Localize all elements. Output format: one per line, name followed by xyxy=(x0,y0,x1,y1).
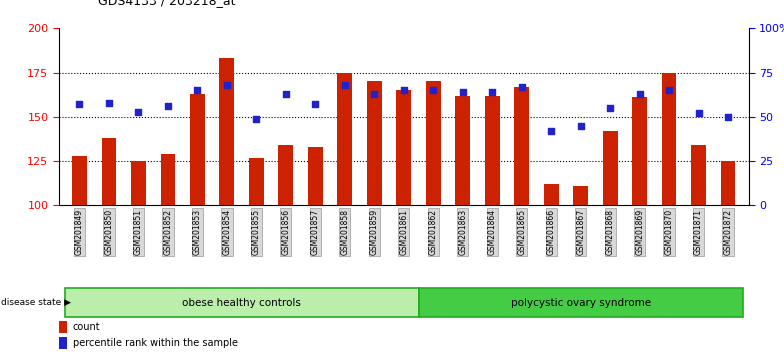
Bar xyxy=(278,145,293,205)
Point xyxy=(250,116,263,121)
Text: GSM201870: GSM201870 xyxy=(665,209,673,255)
Bar xyxy=(220,58,234,205)
Bar xyxy=(720,161,735,205)
Point xyxy=(162,103,174,109)
Text: GSM201850: GSM201850 xyxy=(104,209,114,255)
Point xyxy=(486,89,499,95)
Point xyxy=(575,123,587,129)
Text: GSM201854: GSM201854 xyxy=(223,209,231,255)
Bar xyxy=(308,147,323,205)
Point xyxy=(397,87,410,93)
Point xyxy=(692,110,705,116)
Point xyxy=(73,102,85,107)
Point xyxy=(280,91,292,97)
Text: GSM201866: GSM201866 xyxy=(546,209,556,255)
Point xyxy=(368,91,380,97)
Bar xyxy=(65,288,419,317)
Bar xyxy=(544,184,558,205)
Bar xyxy=(72,156,87,205)
Bar xyxy=(426,81,441,205)
Text: GSM201859: GSM201859 xyxy=(370,209,379,255)
Text: disease state ▶: disease state ▶ xyxy=(1,298,71,307)
Point xyxy=(604,105,616,111)
Point xyxy=(515,84,528,90)
Text: GSM201851: GSM201851 xyxy=(134,209,143,255)
Text: GSM201855: GSM201855 xyxy=(252,209,261,255)
Point xyxy=(220,82,233,88)
Point xyxy=(132,109,145,114)
Bar xyxy=(514,87,529,205)
Bar xyxy=(419,288,742,317)
Text: GSM201869: GSM201869 xyxy=(635,209,644,255)
Bar xyxy=(691,145,706,205)
Text: GSM201872: GSM201872 xyxy=(724,209,732,255)
Bar xyxy=(190,94,205,205)
Point xyxy=(309,102,321,107)
Text: GSM201856: GSM201856 xyxy=(281,209,290,255)
Text: GSM201857: GSM201857 xyxy=(310,209,320,255)
Text: GSM201853: GSM201853 xyxy=(193,209,201,255)
Point xyxy=(662,87,675,93)
Bar xyxy=(249,158,263,205)
Point xyxy=(427,87,440,93)
Text: GSM201852: GSM201852 xyxy=(163,209,172,255)
Text: GSM201862: GSM201862 xyxy=(429,209,437,255)
Bar xyxy=(603,131,618,205)
Text: GSM201863: GSM201863 xyxy=(458,209,467,255)
Text: GSM201861: GSM201861 xyxy=(399,209,408,255)
Point xyxy=(545,128,557,134)
Bar xyxy=(662,73,677,205)
Point xyxy=(456,89,469,95)
Bar xyxy=(573,186,588,205)
Point xyxy=(633,91,646,97)
Bar xyxy=(337,73,352,205)
Text: GSM201865: GSM201865 xyxy=(517,209,526,255)
Bar xyxy=(59,337,67,349)
Text: count: count xyxy=(73,322,100,332)
Bar xyxy=(161,154,176,205)
Text: GSM201864: GSM201864 xyxy=(488,209,497,255)
Bar xyxy=(59,321,67,333)
Text: GDS4133 / 203218_at: GDS4133 / 203218_at xyxy=(98,0,235,7)
Bar xyxy=(485,96,499,205)
Text: GSM201868: GSM201868 xyxy=(606,209,615,255)
Point xyxy=(191,87,204,93)
Bar xyxy=(456,96,470,205)
Text: polycystic ovary syndrome: polycystic ovary syndrome xyxy=(510,298,651,308)
Bar xyxy=(102,138,116,205)
Bar xyxy=(131,161,146,205)
Bar xyxy=(632,97,647,205)
Point xyxy=(103,100,115,105)
Text: GSM201849: GSM201849 xyxy=(75,209,84,255)
Text: obese healthy controls: obese healthy controls xyxy=(182,298,301,308)
Point xyxy=(339,82,351,88)
Text: GSM201858: GSM201858 xyxy=(340,209,350,255)
Point xyxy=(722,114,735,120)
Bar xyxy=(367,81,382,205)
Bar xyxy=(397,90,411,205)
Text: GSM201867: GSM201867 xyxy=(576,209,585,255)
Text: percentile rank within the sample: percentile rank within the sample xyxy=(73,338,238,348)
Text: GSM201871: GSM201871 xyxy=(694,209,703,255)
